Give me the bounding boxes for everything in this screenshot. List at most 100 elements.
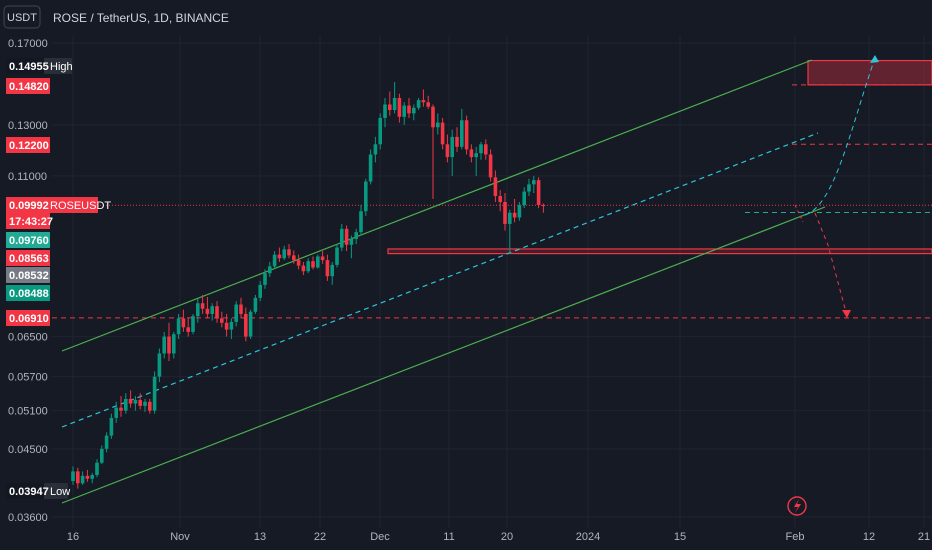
y-tick-label: 0.13000 (8, 120, 48, 132)
channel-middle-line (61, 132, 819, 428)
candle-body (268, 266, 272, 274)
x-tick-label: 12 (863, 531, 875, 543)
y-tick-label: 0.05700 (8, 372, 48, 384)
candle-body (128, 398, 133, 404)
candle-body (200, 303, 205, 309)
tag-value: 0.03947 (9, 486, 49, 498)
candle-body (479, 144, 483, 154)
candles (71, 82, 546, 489)
grid-lines (52, 36, 932, 528)
candle-body (340, 228, 344, 248)
tag-box (6, 310, 50, 326)
support-zone (387, 248, 932, 255)
candle-body (450, 136, 454, 158)
candle-body (522, 191, 526, 206)
candle-body (436, 122, 440, 128)
candle-body (196, 303, 200, 317)
candle-body (244, 313, 248, 337)
candle-body (344, 228, 349, 245)
candle-body (109, 417, 114, 436)
price-tag-red: 0.14820 (6, 78, 50, 94)
tag-box (6, 250, 50, 266)
candle-body (508, 212, 512, 224)
price-tag-red: 0.12200 (6, 137, 50, 153)
candle-body (176, 318, 181, 335)
candle-body (124, 398, 128, 411)
candle-body (90, 475, 94, 479)
tag-box (6, 213, 50, 229)
candle-body (392, 97, 397, 111)
candle-body (138, 400, 142, 406)
x-tick-label: 11 (443, 531, 454, 543)
candle-body (498, 196, 502, 202)
tag-box (6, 197, 98, 213)
candle-body (320, 256, 325, 261)
candle-body (148, 401, 152, 411)
trend-lines (61, 59, 826, 504)
bullish-projection-path (804, 57, 876, 216)
candle-body (282, 249, 286, 259)
price-tag-gray: 0.08532 (6, 267, 50, 283)
candle-body (210, 306, 214, 314)
tag-label-box (44, 58, 72, 74)
currency-button[interactable]: USDT (3, 5, 41, 29)
x-tick-label: 15 (674, 531, 686, 543)
candle-body (234, 304, 238, 322)
candle-body (301, 265, 306, 272)
tag-box (6, 58, 44, 74)
candle-body (527, 184, 531, 192)
candle-body (503, 201, 507, 224)
candle-body (104, 435, 109, 449)
y-tick-label: 0.17000 (8, 38, 48, 50)
time-axis-bg (0, 528, 932, 550)
candle-body (426, 102, 430, 107)
candle-body (536, 180, 541, 206)
candle-body (152, 376, 157, 411)
tag-value: 0.08563 (9, 253, 49, 265)
candle-body (402, 105, 406, 117)
time-axis[interactable]: 16 Nov 13 22 Dec 11 20 2024 15 Feb 12 21 (0, 528, 932, 550)
y-tick-label: 0.03600 (8, 512, 48, 524)
candle-body (191, 316, 195, 332)
candle-body (167, 336, 171, 354)
candle-body (445, 144, 450, 158)
candle-body (407, 105, 411, 114)
tag-box (6, 78, 50, 94)
bearish-projection-path (814, 212, 848, 317)
price-tag-last: 0.09992 ROSEUSDT (6, 197, 111, 213)
candle-body (162, 336, 166, 354)
lightning-icon[interactable] (787, 496, 807, 516)
candle-body (431, 106, 435, 128)
candle-body (378, 117, 382, 145)
candle-body (388, 104, 392, 111)
tag-value: 0.08532 (9, 270, 49, 282)
candle-body (85, 475, 90, 479)
channel-lower-line (61, 206, 826, 504)
price-tag-low: 0.03947 Low (6, 483, 70, 499)
tag-value: 0.09992 (9, 200, 49, 212)
horizontal-levels (52, 84, 932, 319)
tag-value: 0.14955 (9, 61, 49, 73)
candle-body (181, 318, 186, 328)
candle-body (76, 471, 80, 484)
price-tag-red: 0.08563 (6, 250, 50, 266)
candle-body (397, 97, 402, 117)
candle-body (359, 211, 363, 233)
candle-body (440, 122, 445, 145)
candle-body (330, 264, 334, 277)
price-tag-green: 0.08488 (6, 285, 50, 301)
bearish-projection-arrowhead (842, 310, 851, 318)
candle-body (263, 273, 267, 285)
candle-body (172, 334, 176, 354)
y-tick-label: 0.05100 (8, 406, 48, 418)
tag-value: 0.12200 (9, 140, 49, 152)
bullish-projection-arrowhead (870, 55, 879, 63)
candle-body (133, 400, 138, 404)
candle-body (488, 154, 493, 178)
candle-body (335, 247, 339, 265)
candle-body (541, 205, 546, 207)
candle-body (248, 311, 253, 337)
